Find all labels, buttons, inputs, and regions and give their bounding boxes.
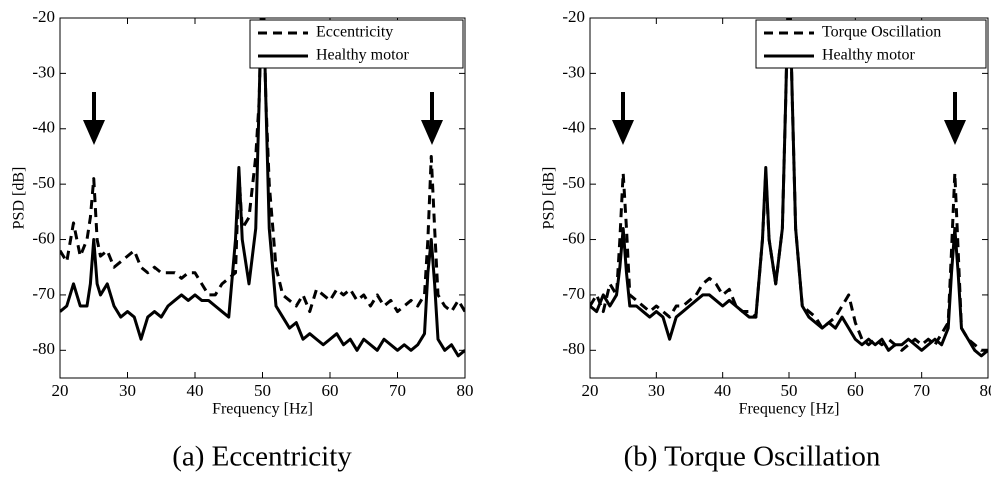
x-axis-label: Frequency [Hz] [212,401,313,418]
x-tick-label: 70 [389,381,406,400]
caption: (b) Torque Oscillation [624,441,881,473]
x-axis-label: Frequency [Hz] [739,401,840,418]
y-tick-label: -20 [32,7,55,26]
plot-frame [59,17,466,379]
y-tick-label: -70 [32,284,55,303]
y-axis-label: PSD [dB] [11,167,28,230]
y-tick-label: -30 [32,62,55,81]
caption: (a) Eccentricity [172,441,352,473]
y-tick-label: -50 [32,173,55,192]
legend-box [755,19,987,69]
x-tick-label: 20 [582,381,599,400]
y-tick-label: -30 [562,62,585,81]
arrow-head [83,120,105,145]
legend-label: Healthy motor [316,47,410,64]
y-tick-label: -60 [32,228,55,247]
y-tick-label: -70 [562,284,585,303]
legend-box [249,19,464,69]
y-tick-label: -60 [562,228,585,247]
x-tick-label: 50 [254,381,271,400]
y-tick-label: -40 [32,118,55,137]
x-tick-label: 50 [781,381,798,400]
x-tick-label: 20 [52,381,69,400]
y-tick-label: -80 [562,339,585,358]
x-tick-label: 70 [913,381,930,400]
arrow-head [421,120,443,145]
x-tick-label: 60 [847,381,864,400]
x-tick-label: 40 [714,381,731,400]
arrow-head [944,120,966,145]
x-tick-label: 30 [119,381,136,400]
x-tick-label: 40 [187,381,204,400]
y-tick-label: -50 [562,173,585,192]
x-tick-label: 60 [322,381,339,400]
y-axis-label: PSD [dB] [541,167,558,230]
arrow-head [612,120,634,145]
y-tick-label: -20 [562,7,585,26]
y-tick-label: -80 [32,339,55,358]
legend-label: Eccentricity [316,24,393,41]
plot-frame [589,17,989,379]
y-tick-label: -40 [562,118,585,137]
x-tick-label: 80 [980,381,991,400]
legend-label: Healthy motor [822,47,916,64]
legend-label: Torque Oscillation [822,24,941,41]
x-tick-label: 80 [457,381,474,400]
x-tick-label: 30 [648,381,665,400]
